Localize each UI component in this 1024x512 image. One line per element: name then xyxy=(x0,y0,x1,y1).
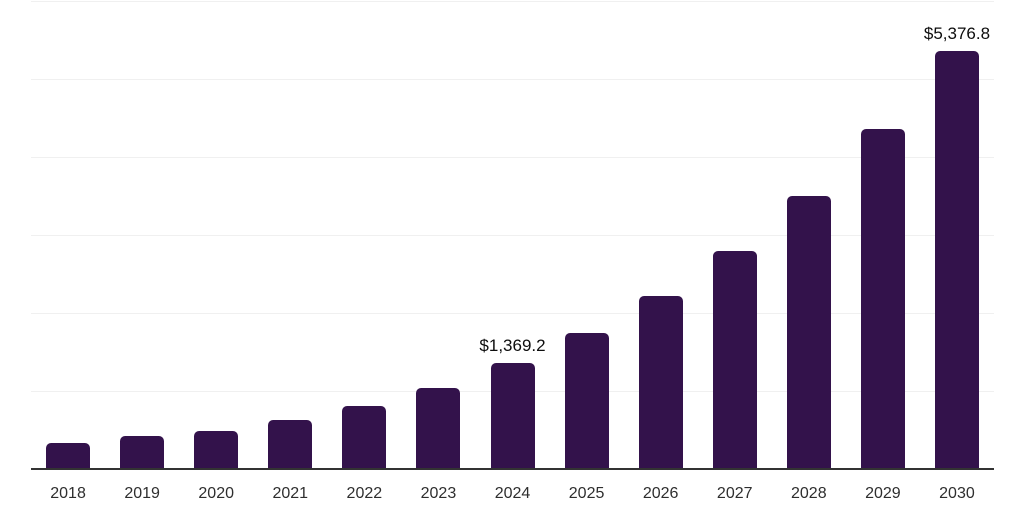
x-tick-2025: 2025 xyxy=(568,485,605,502)
gridline-3000 xyxy=(31,235,994,236)
x-tick-2027: 2027 xyxy=(716,485,753,502)
x-tick-2026: 2026 xyxy=(642,485,679,502)
x-tick-2019: 2019 xyxy=(124,485,160,502)
bar-2020 xyxy=(194,430,239,470)
bar-2028 xyxy=(786,196,831,470)
x-tick-2029: 2029 xyxy=(865,485,901,502)
x-tick-2021: 2021 xyxy=(272,485,309,502)
bar-2027 xyxy=(712,250,757,470)
bar-2019 xyxy=(120,436,165,470)
bar-2026 xyxy=(638,295,683,470)
gridline-4000 xyxy=(31,157,994,158)
x-tick-2030: 2030 xyxy=(939,485,975,502)
value-label-2030: $5,376.8 xyxy=(923,23,991,43)
bar-2030 xyxy=(934,50,979,470)
x-axis: 2018 2019 2020 2021 2022 2023 2024 2025 2026 2027… xyxy=(31,470,994,512)
gridline-5000 xyxy=(31,79,994,80)
x-tick-2024: 2024 xyxy=(494,485,531,502)
x-tick-2028: 2028 xyxy=(791,485,827,502)
x-tick-2018: 2018 xyxy=(50,485,86,502)
bar-2022 xyxy=(342,405,387,470)
bar-2024 xyxy=(490,363,535,470)
bar-2018 xyxy=(46,442,91,470)
plot-area: $1,369.2 $5,376.8 xyxy=(31,0,994,470)
bar-2021 xyxy=(268,419,313,470)
x-tick-2020: 2020 xyxy=(198,485,234,502)
bar-2029 xyxy=(860,128,905,470)
x-tick-2022: 2022 xyxy=(346,485,383,502)
bar-2023 xyxy=(416,387,461,470)
bar-2025 xyxy=(564,332,609,470)
value-label-2024: $1,369.2 xyxy=(479,336,546,356)
x-axis-line xyxy=(31,468,994,470)
gridline-2000 xyxy=(31,313,994,314)
x-tick-2023: 2023 xyxy=(420,485,457,502)
gridline-6000 xyxy=(31,1,994,2)
